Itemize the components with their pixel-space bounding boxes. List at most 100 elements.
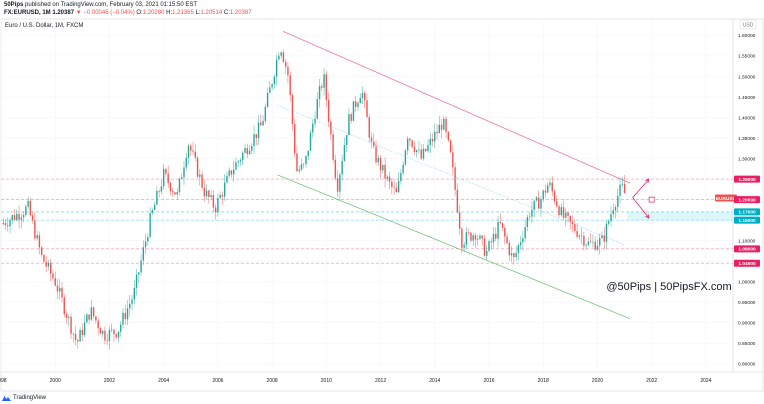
candle-body-106	[242, 152, 244, 160]
candle-body-162	[368, 117, 370, 138]
candle-body-76	[174, 192, 176, 195]
candle-body-218	[495, 233, 497, 239]
candle-body-219	[497, 221, 499, 239]
candle-body-11	[27, 200, 29, 207]
candle-body-159	[361, 92, 364, 98]
candle-body-249	[565, 212, 567, 218]
candle-body-183	[416, 150, 418, 153]
candle-body-136	[309, 132, 312, 151]
trendline-0	[282, 30, 631, 184]
forecast-arrow-0	[632, 178, 650, 198]
candle-body-270	[612, 210, 614, 215]
candle-body-155	[352, 101, 355, 121]
candle-body-131	[298, 169, 300, 172]
candle-body-114	[260, 122, 262, 126]
candle-body-121	[275, 59, 278, 77]
candle-body-8	[20, 217, 23, 220]
candle-body-12	[29, 200, 32, 216]
tradingview-footer[interactable]: TradingView	[2, 393, 46, 403]
watermark-text: @50Pips | 50PipsFX.com	[606, 281, 731, 293]
published-text: published on TradingView.com, February 0…	[25, 2, 198, 8]
candle-body-55	[126, 308, 129, 319]
chart-header: 50Pips published on TradingView.com, Feb…	[0, 0, 764, 18]
candle-body-42	[97, 320, 99, 329]
candle-body-251	[569, 215, 572, 222]
forecast-arrow-1	[632, 197, 650, 219]
candle-body-2	[7, 225, 9, 227]
candle-body-192	[436, 131, 438, 134]
tradingview-logo-icon	[2, 396, 11, 401]
candle-body-225	[510, 253, 513, 256]
candle-body-93	[212, 195, 215, 208]
candle-body-179	[406, 138, 409, 151]
x-tick-label-8: 2014	[429, 378, 440, 384]
candle-body-4	[11, 215, 13, 221]
candle-body-86	[196, 157, 199, 177]
x-tick-label-12: 2022	[646, 378, 657, 384]
candle-body-209	[474, 235, 477, 240]
x-tick-label-6: 2010	[321, 378, 332, 384]
candle-body-110	[251, 146, 253, 151]
price-label-bg-0	[734, 175, 760, 183]
candle-body-38	[88, 314, 90, 320]
candle-body-176	[400, 172, 402, 182]
price-label-5: 1.08000	[738, 247, 756, 253]
price-label-bg-3	[734, 208, 760, 216]
currency-box[interactable]	[739, 19, 757, 30]
price-label-4: 1.15000	[738, 218, 756, 224]
candle-body-50	[115, 334, 117, 338]
price-label-1: EURUSD	[716, 196, 737, 202]
candle-body-17	[40, 247, 43, 255]
y-tick-label-6: 1.30000	[738, 156, 756, 162]
publisher-name[interactable]: 50Pips	[4, 2, 24, 8]
candle-body-104	[237, 161, 239, 163]
candle-body-16	[38, 235, 41, 248]
candle-body-200	[454, 167, 456, 190]
candle-body-65	[149, 213, 151, 237]
candle-body-29	[68, 316, 70, 318]
price-chart[interactable]: Euro / U.S. Dollar, 1M, FXCM USD 1.60000…	[0, 18, 764, 392]
y-tick-label-5: 1.35000	[738, 136, 756, 142]
candle-body-233	[528, 216, 531, 218]
candle-body-34	[79, 329, 81, 342]
forecast-arrowhead-1	[645, 214, 650, 219]
candle-body-97	[221, 194, 224, 197]
candle-body-166	[377, 157, 379, 163]
low-value: 1.20514	[200, 10, 223, 16]
candle-body-182	[413, 146, 416, 153]
candle-body-255	[578, 235, 581, 237]
candle-body-228	[517, 245, 520, 253]
candle-body-3	[9, 220, 11, 227]
candle-body-144	[327, 99, 330, 122]
candle-body-71	[162, 169, 165, 187]
candle-body-148	[336, 178, 339, 192]
candle-body-30	[70, 316, 72, 334]
candle-body-83	[190, 145, 192, 151]
ohlc-line: FX:EURUSD, 1M 1.20387 ▼ −0.00046 (−0.04%…	[4, 9, 252, 17]
candle-body-187	[425, 148, 427, 152]
candle-body-91	[208, 190, 210, 198]
candle-body-178	[404, 150, 407, 165]
candle-body-88	[201, 174, 203, 188]
x-tick-label-11: 2020	[592, 378, 603, 384]
candle-body-214	[486, 250, 488, 256]
candle-body-211	[479, 235, 481, 239]
candle-body-156	[355, 101, 357, 107]
candle-body-108	[246, 148, 248, 155]
low-label: L:	[195, 10, 201, 16]
candle-body-109	[248, 150, 251, 155]
candle-body-157	[357, 103, 359, 107]
candle-body-130	[296, 153, 298, 172]
candle-body-53	[122, 312, 124, 325]
symbol-label[interactable]: FX:EURUSD, 1M	[4, 10, 51, 16]
candle-body-250	[567, 212, 569, 216]
candle-body-271	[614, 206, 617, 211]
candle-body-57	[131, 299, 133, 304]
candle-body-222	[504, 227, 506, 237]
x-tick-label-0: 1998	[0, 378, 7, 384]
candle-body-24	[56, 285, 59, 292]
candle-body-180	[409, 138, 411, 141]
high-label: H:	[166, 10, 173, 16]
candle-body-51	[117, 331, 120, 338]
x-tick-label-5: 2008	[267, 378, 278, 384]
